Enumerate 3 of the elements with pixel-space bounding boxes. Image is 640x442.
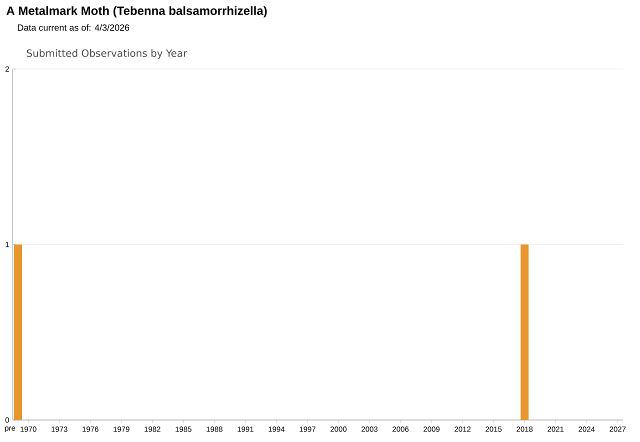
text: Submitted Observations by Year [26, 49, 188, 59]
chart-subtitle: Data current as of: 4/3/2026 [18, 24, 130, 31]
chart-title: A Metalmark Moth (Tebenna balsamorrhizella) [6, 6, 267, 18]
